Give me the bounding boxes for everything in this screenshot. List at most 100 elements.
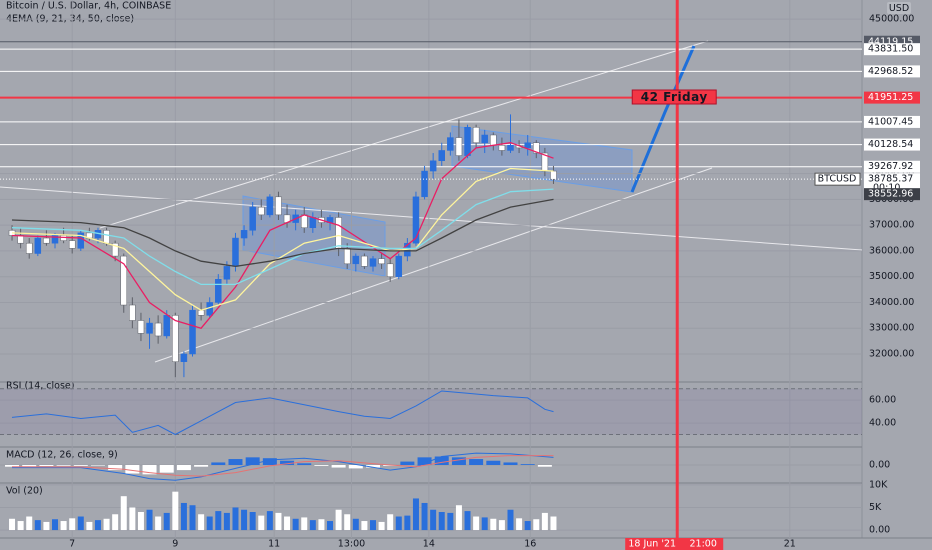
candle-body [378, 258, 385, 265]
rsi-band [0, 388, 862, 435]
y-tick-label: 40.00 [869, 418, 896, 429]
candle-body [275, 196, 282, 216]
candle-body [335, 217, 342, 249]
ema-badge [864, 188, 920, 201]
volume-bar [146, 509, 153, 531]
volume-bar [378, 521, 385, 531]
x-tick-label: 16 [524, 539, 536, 550]
macd-hist [176, 465, 191, 471]
last-price: 38785.37 [868, 174, 913, 185]
candle-body [498, 145, 506, 151]
volume-bar [507, 509, 514, 531]
macd-hist [125, 465, 140, 474]
candle-body [34, 237, 42, 254]
volume-bar [421, 502, 428, 531]
ema-line [11, 198, 554, 268]
candle-body [533, 142, 540, 154]
volume-bar [447, 512, 454, 531]
candle-body [137, 320, 145, 334]
ema-line [11, 167, 554, 311]
volume-bar [241, 509, 248, 531]
candle-body [309, 217, 317, 228]
volume-bar [155, 516, 162, 531]
volume-bar [327, 521, 334, 531]
level-badge [864, 43, 920, 56]
level-label: 42968.52 [868, 66, 913, 77]
candle-body [412, 196, 420, 244]
candle-body [172, 315, 179, 362]
level-label: 44119.15 [868, 36, 913, 47]
volume-bar [52, 519, 59, 531]
candle-body [189, 309, 196, 355]
y-tick-label: 0.00 [869, 525, 890, 536]
macd-signal [11, 455, 554, 477]
candle-body [258, 206, 265, 216]
candle-body [111, 242, 119, 257]
candle-body [395, 255, 403, 277]
ema-line [11, 188, 554, 286]
candle-body [154, 322, 162, 337]
macd-hist [262, 458, 277, 465]
volume-bar [112, 514, 119, 531]
macd-hist [142, 465, 157, 475]
candle-body [77, 232, 85, 249]
volume-bar [344, 514, 351, 531]
volume-bar [318, 519, 325, 531]
date-label: 18 Jun '21 [628, 539, 676, 550]
volume-bar [17, 521, 24, 531]
volume-bar [26, 516, 33, 531]
candle-body [343, 248, 351, 265]
macd-hist [90, 465, 105, 466]
macd-hist [194, 465, 209, 467]
channel-line [99, 40, 709, 229]
note-badge [631, 89, 717, 105]
currency-badge [887, 2, 911, 14]
macd-hist [280, 460, 295, 465]
candle-body [266, 196, 274, 216]
candle-body [215, 279, 222, 303]
level-badge [864, 115, 920, 128]
candle-body [240, 230, 248, 239]
rsi-label: RSI (14, close) [6, 381, 74, 392]
y-tick-label: 37000.00 [869, 220, 914, 231]
y-tick-label: 10K [869, 479, 888, 490]
volume-bar [223, 512, 230, 531]
volume-bar [103, 518, 110, 531]
volume-bar [284, 516, 291, 531]
volume-bar [361, 521, 368, 531]
volume-bar [352, 518, 359, 531]
candle-body [43, 237, 50, 244]
volume-bar [481, 517, 488, 531]
macd-hist [469, 459, 484, 465]
volume-bar [455, 505, 462, 531]
x-tick-label: 11 [268, 539, 280, 550]
volume-bar [516, 518, 523, 531]
candle-body [103, 230, 110, 244]
candle-body [51, 235, 59, 244]
candle-body [490, 134, 497, 146]
trend-line [0, 186, 863, 251]
candle-body [481, 134, 488, 143]
macd-hist [365, 465, 380, 468]
candle-body [507, 145, 514, 151]
volume-bar [34, 520, 41, 531]
level-badge [864, 65, 920, 78]
volume-bar [395, 516, 402, 531]
volume-bar [292, 518, 299, 531]
volume-bar [94, 520, 101, 531]
x-tick-label: 13:00 [338, 539, 365, 550]
macd-hist [417, 457, 432, 465]
candle-body [421, 170, 428, 198]
volume-bar [266, 511, 273, 531]
macd-hist [245, 457, 260, 465]
y-tick-label: 33000.00 [869, 323, 914, 334]
y-tick-label: 60.00 [869, 395, 896, 406]
macd-hist [486, 460, 501, 465]
level-badge [864, 91, 920, 104]
volume-bar [249, 512, 256, 531]
symbol-label: BTCUSD [818, 174, 857, 185]
candle-body [472, 127, 480, 143]
level-label: 41951.25 [868, 92, 913, 103]
candle-body [464, 127, 471, 156]
macd-hist [73, 465, 88, 466]
